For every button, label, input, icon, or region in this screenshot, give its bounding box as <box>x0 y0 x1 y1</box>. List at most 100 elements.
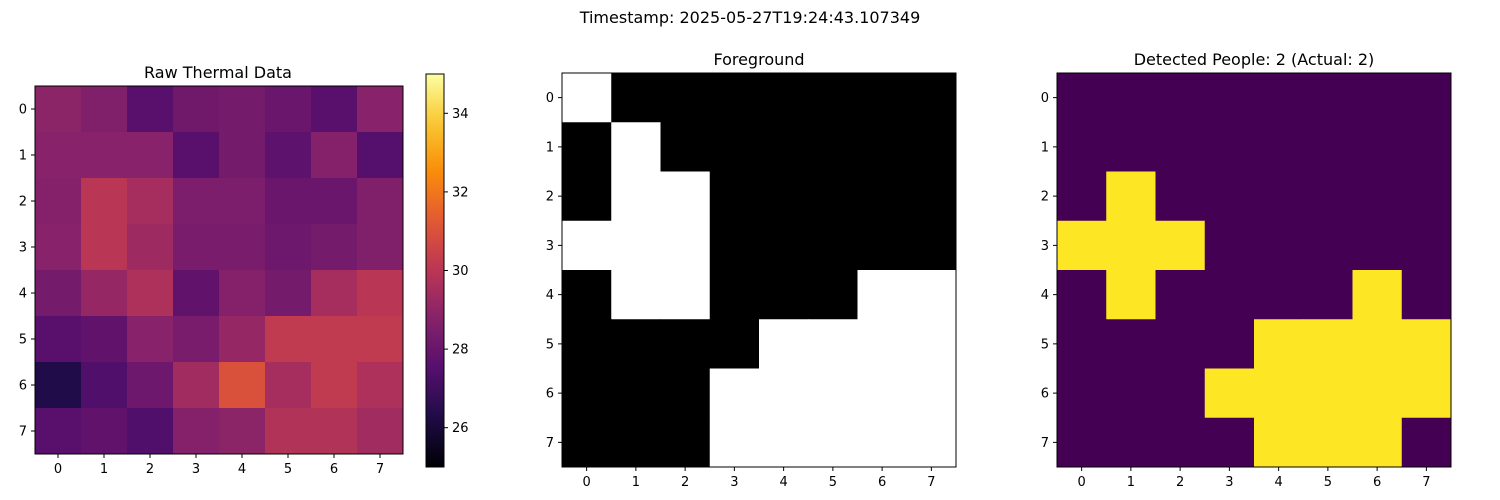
cell-r6-c2 <box>127 362 174 409</box>
y-tick-label: 5 <box>546 337 554 352</box>
cell-r5-c7 <box>1401 319 1452 369</box>
cell-r0-c5 <box>808 73 858 123</box>
cell-r5-c0 <box>562 319 612 369</box>
cell-r3-c3 <box>173 224 220 271</box>
cell-r4-c3 <box>709 270 760 320</box>
cell-r0-c2 <box>1155 73 1206 123</box>
cell-r7-c3 <box>173 408 220 455</box>
cell-r5-c6 <box>1352 319 1403 369</box>
cell-r5-c4 <box>1254 319 1304 369</box>
cell-r0-c3 <box>173 86 220 133</box>
cell-r5-c2 <box>1155 319 1206 369</box>
y-tick-label: 7 <box>19 425 27 440</box>
cell-r7-c2 <box>660 417 711 468</box>
cell-r4-c5 <box>808 270 858 320</box>
cell-r6-c7 <box>906 368 957 419</box>
cell-r7-c7 <box>1401 417 1452 468</box>
cell-r0-c7 <box>1401 73 1452 123</box>
cell-r1-c0 <box>1057 122 1107 172</box>
x-tick-label: 4 <box>1274 475 1282 490</box>
cell-r6-c7 <box>357 362 404 409</box>
cell-r2-c2 <box>660 171 711 222</box>
y-tick-label: 1 <box>19 149 27 164</box>
cell-r6-c0 <box>35 362 82 409</box>
cell-r7-c1 <box>1106 417 1156 468</box>
y-tick-label: 0 <box>546 91 554 106</box>
y-tick-label: 7 <box>546 436 554 451</box>
cell-r4-c2 <box>127 270 174 317</box>
cell-r3-c1 <box>1106 220 1156 271</box>
cell-r2-c1 <box>1106 171 1156 222</box>
raw-thermal-frame <box>34 85 404 455</box>
cell-r4-c0 <box>562 270 612 320</box>
cell-r3-c7 <box>906 220 957 271</box>
cell-r6-c0 <box>1057 368 1107 419</box>
cell-r4-c6 <box>1352 270 1403 320</box>
cell-r0-c0 <box>562 73 612 123</box>
cell-r1-c2 <box>1155 122 1206 172</box>
cell-r5-c5 <box>808 319 858 369</box>
cell-r2-c0 <box>562 171 612 222</box>
cell-r1-c4 <box>759 122 809 172</box>
cell-r3-c7 <box>1401 220 1452 271</box>
cell-r4-c1 <box>1106 270 1156 320</box>
cell-r1-c7 <box>357 132 404 179</box>
cell-r1-c5 <box>1303 122 1353 172</box>
y-tick-label: 1 <box>1041 140 1049 155</box>
cell-r7-c0 <box>562 417 612 468</box>
cell-r0-c4 <box>219 86 266 133</box>
colorbar-tick-label: 28 <box>452 343 469 358</box>
cell-r7-c4 <box>759 417 809 468</box>
cell-r0-c0 <box>35 86 82 133</box>
y-tick-label: 4 <box>19 287 27 302</box>
cell-r3-c4 <box>219 224 266 271</box>
cell-r2-c2 <box>1155 171 1206 222</box>
cell-r0-c7 <box>906 73 957 123</box>
cell-r4-c7 <box>357 270 404 317</box>
x-tick-label: 3 <box>730 475 738 490</box>
y-tick-label: 0 <box>19 103 27 118</box>
cell-r1-c6 <box>311 132 358 179</box>
cell-r4-c0 <box>35 270 82 317</box>
cell-r0-c6 <box>1352 73 1403 123</box>
cell-r7-c6 <box>311 408 358 455</box>
x-tick-label: 0 <box>54 462 62 477</box>
x-tick-label: 7 <box>927 475 935 490</box>
cell-r2-c6 <box>1352 171 1403 222</box>
cell-r1-c3 <box>173 132 220 179</box>
raw-thermal-axes: 0 1 2 3 4 5 6 7 0 1 2 3 4 5 6 7 <box>19 103 384 478</box>
cell-r5-c6 <box>311 316 358 363</box>
cell-r4-c7 <box>1401 270 1452 320</box>
cell-r7-c3 <box>709 417 760 468</box>
y-tick-label: 4 <box>546 288 554 303</box>
cell-r4-c2 <box>1155 270 1206 320</box>
cell-r5-c7 <box>357 316 404 363</box>
x-tick-label: 1 <box>632 475 640 490</box>
cell-r6-c5 <box>808 368 858 419</box>
cell-r4-c1 <box>611 270 661 320</box>
cell-r4-c4 <box>219 270 266 317</box>
cell-r5-c5 <box>265 316 312 363</box>
cell-r0-c1 <box>611 73 661 123</box>
cell-r3-c3 <box>709 220 760 271</box>
cell-r7-c6 <box>1352 417 1403 468</box>
cell-r6-c1 <box>1106 368 1156 419</box>
figure-suptitle: Timestamp: 2025-05-27T19:24:43.107349 <box>579 8 921 27</box>
cell-r5-c1 <box>611 319 661 369</box>
cell-r3-c5 <box>1303 220 1353 271</box>
detected-people-panel: Detected People: 2 (Actual: 2) 0 1 2 3 4 5 6 70… <box>1041 50 1452 490</box>
cell-r6-c6 <box>1352 368 1403 419</box>
cell-r4-c2 <box>660 270 711 320</box>
y-tick-label: 4 <box>1041 288 1049 303</box>
x-tick-label: 3 <box>1225 475 1233 490</box>
cell-r3-c5 <box>265 224 312 271</box>
cell-r6-c4 <box>759 368 809 419</box>
cell-r2-c3 <box>173 178 220 225</box>
cell-r3-c6 <box>311 224 358 271</box>
detected-people-frame <box>1056 72 1452 468</box>
cell-r0-c2 <box>127 86 174 133</box>
x-tick-label: 2 <box>1176 475 1184 490</box>
cell-r2-c2 <box>127 178 174 225</box>
cell-r0-c6 <box>311 86 358 133</box>
y-tick-label: 5 <box>1041 337 1049 352</box>
